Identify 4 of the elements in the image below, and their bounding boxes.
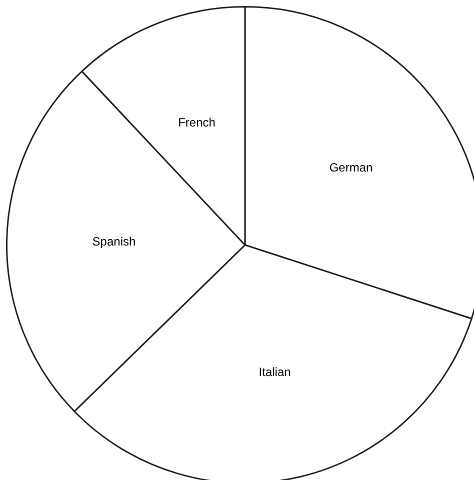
slice-label: Spanish [92,234,136,248]
slice-label: German [329,160,373,174]
slice-label: Italian [258,364,291,379]
slice-label: French [178,115,216,130]
